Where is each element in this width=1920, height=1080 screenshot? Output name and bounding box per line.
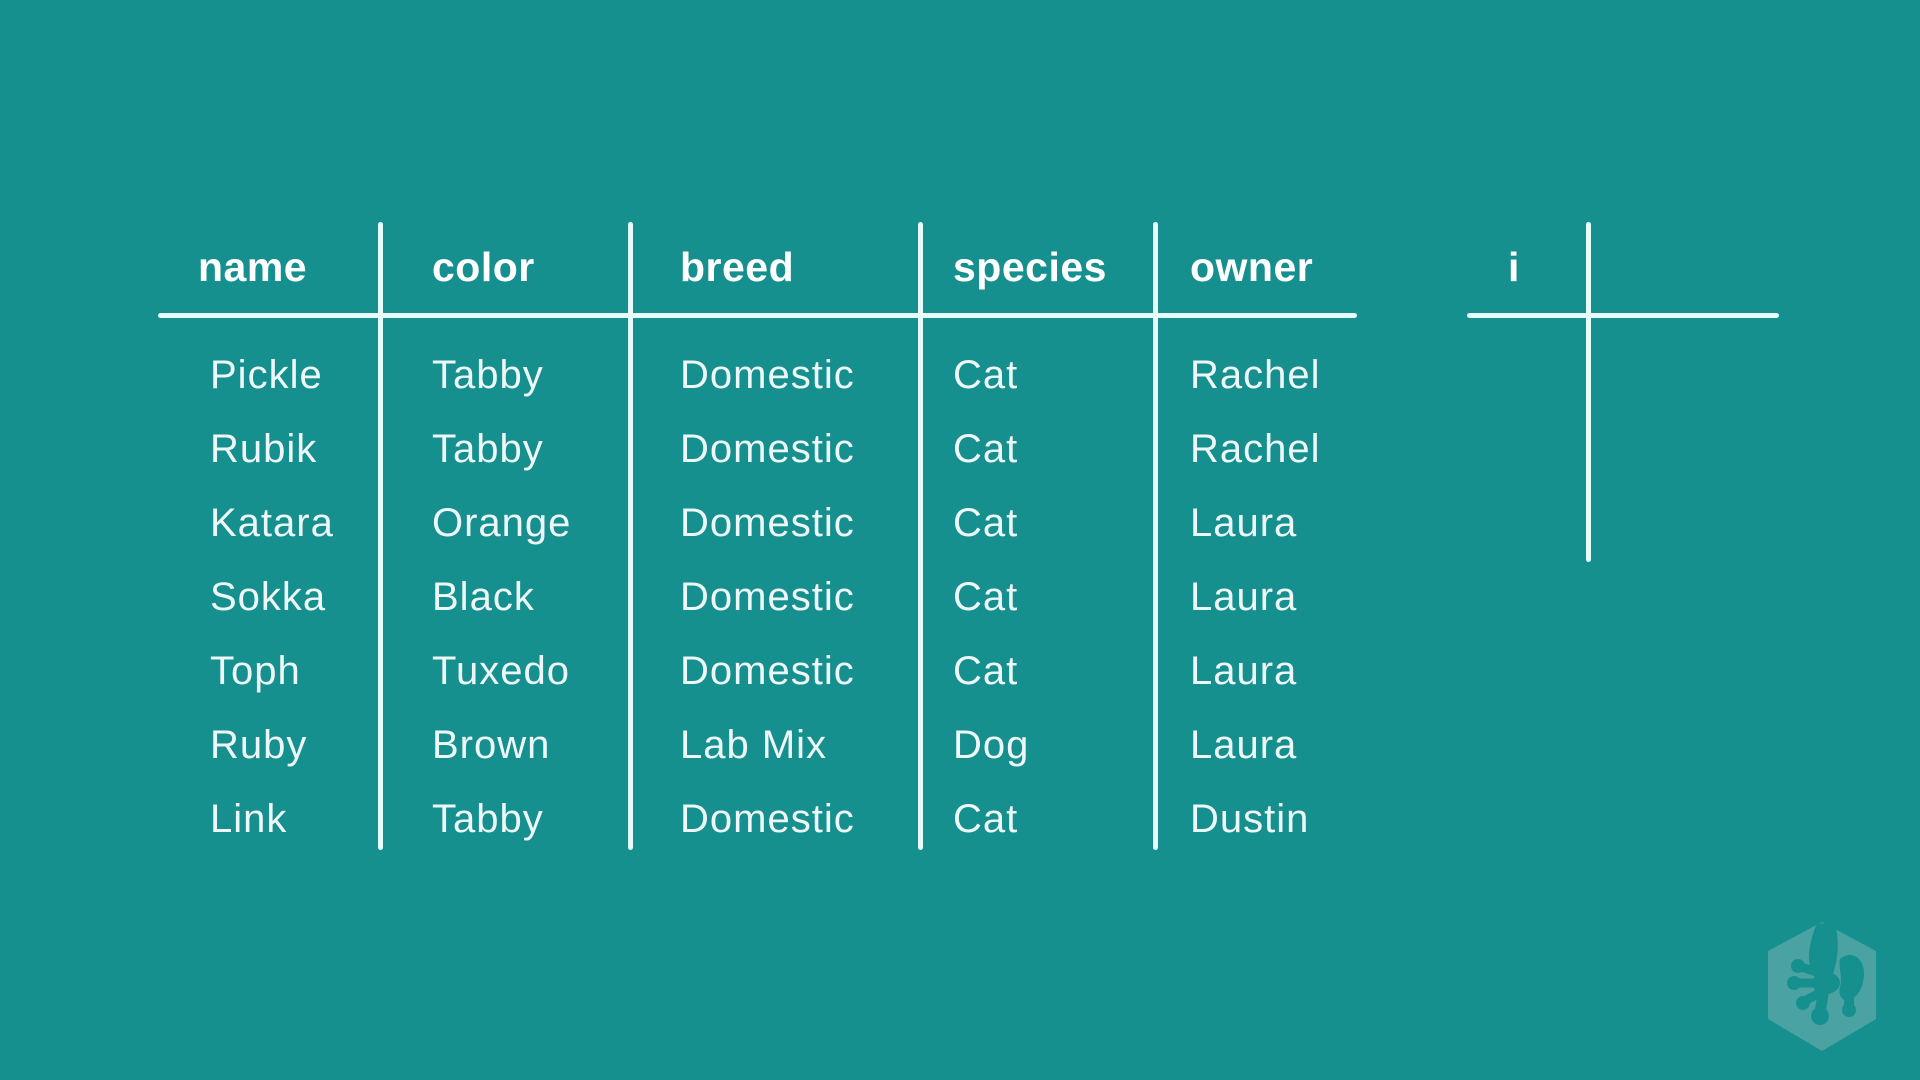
cell-breed: Lab Mix — [680, 723, 828, 767]
cell-species: Cat — [953, 501, 1019, 545]
cell-species: Cat — [953, 427, 1019, 471]
cell-name: Rubik — [210, 427, 318, 471]
cell-species: Cat — [953, 649, 1019, 693]
cell-owner: Laura — [1190, 501, 1298, 545]
table-row: Sokka Black Domestic Cat Laura — [0, 560, 1500, 634]
cell-owner: Laura — [1190, 649, 1298, 693]
cell-species: Cat — [953, 353, 1019, 397]
column-header-color: color — [432, 244, 535, 290]
column-header-breed: breed — [680, 244, 795, 290]
hexagon-splat-logo-icon — [1768, 922, 1876, 1051]
cell-owner: Laura — [1190, 723, 1298, 767]
table-row: Katara Orange Domestic Cat Laura — [0, 486, 1500, 560]
column-header-owner: owner — [1190, 244, 1314, 290]
cell-color: Brown — [432, 723, 551, 767]
table-column-divider — [918, 222, 923, 850]
partial-table-column-divider — [1586, 222, 1591, 562]
partial-table-header-rule — [1467, 313, 1779, 318]
cell-name: Katara — [210, 501, 334, 545]
cell-name: Pickle — [210, 353, 323, 397]
column-header-species: species — [953, 244, 1107, 290]
cell-breed: Domestic — [680, 501, 855, 545]
cell-color: Tuxedo — [432, 649, 570, 693]
cell-color: Black — [432, 575, 535, 619]
cell-color: Tabby — [432, 797, 544, 841]
cell-color: Orange — [432, 501, 572, 545]
column-header-name: name — [198, 244, 308, 290]
cell-species: Cat — [953, 575, 1019, 619]
table-row: Rubik Tabby Domestic Cat Rachel — [0, 412, 1500, 486]
cell-breed: Domestic — [680, 575, 855, 619]
cell-owner: Laura — [1190, 575, 1298, 619]
table-header-rule — [158, 313, 1357, 318]
cell-breed: Domestic — [680, 797, 855, 841]
cell-name: Sokka — [210, 575, 327, 619]
table-row: Link Tabby Domestic Cat Dustin — [0, 782, 1500, 856]
partial-table-header-i: i — [1508, 244, 1520, 290]
cell-name: Ruby — [210, 723, 308, 767]
cell-breed: Domestic — [680, 427, 855, 471]
table-row: Ruby Brown Lab Mix Dog Laura — [0, 708, 1500, 782]
cell-species: Cat — [953, 797, 1019, 841]
table-column-divider — [1153, 222, 1158, 850]
table-row: Toph Tuxedo Domestic Cat Laura — [0, 634, 1500, 708]
cell-color: Tabby — [432, 353, 544, 397]
cell-color: Tabby — [432, 427, 544, 471]
cell-owner: Rachel — [1190, 353, 1321, 397]
table-column-divider — [628, 222, 633, 850]
table-column-divider — [378, 222, 383, 850]
cell-species: Dog — [953, 723, 1030, 767]
cell-name: Toph — [210, 649, 301, 693]
cell-breed: Domestic — [680, 353, 855, 397]
cell-owner: Dustin — [1190, 797, 1310, 841]
cell-name: Link — [210, 797, 288, 841]
table-row: Pickle Tabby Domestic Cat Rachel — [0, 338, 1500, 412]
cell-owner: Rachel — [1190, 427, 1321, 471]
cell-breed: Domestic — [680, 649, 855, 693]
